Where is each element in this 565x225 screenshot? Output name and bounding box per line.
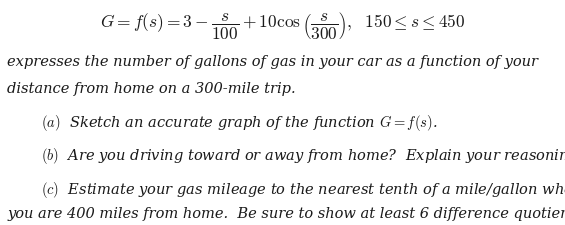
Text: expresses the number of gallons of gas in your car as a function of your: expresses the number of gallons of gas i… [7, 55, 538, 69]
Text: $(b)$  Are you driving toward or away from home?  Explain your reasoning.: $(b)$ Are you driving toward or away fro… [41, 145, 565, 165]
Text: $G = f(s) = 3 - \dfrac{s}{100} + 10\cos\left(\dfrac{s}{300}\right),\ \ 150 \leq : $G = f(s) = 3 - \dfrac{s}{100} + 10\cos\… [100, 10, 465, 41]
Text: $(a)$  Sketch an accurate graph of the function $G = f(s)$.: $(a)$ Sketch an accurate graph of the fu… [41, 112, 437, 132]
Text: $(c)$  Estimate your gas mileage to the nearest tenth of a mile/gallon when: $(c)$ Estimate your gas mileage to the n… [41, 179, 565, 199]
Text: you are 400 miles from home.  Be sure to show at least 6 difference quotients: you are 400 miles from home. Be sure to … [7, 206, 565, 220]
Text: distance from home on a 300-mile trip.: distance from home on a 300-mile trip. [7, 82, 296, 96]
